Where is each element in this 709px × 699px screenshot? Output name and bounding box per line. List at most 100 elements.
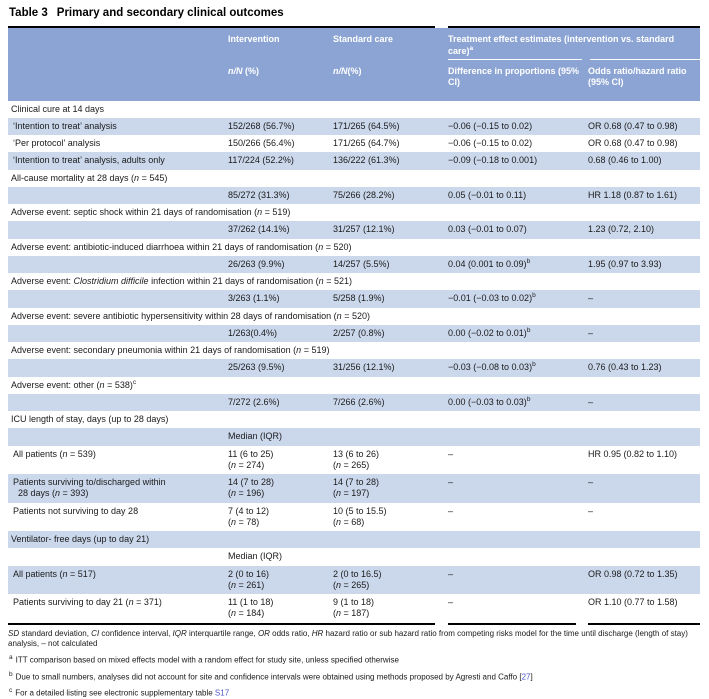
cell-standard-care: 75/266 (28.2%) [333, 186, 448, 204]
header-row-groups: Intervention Standard care Treatment eff… [8, 28, 700, 60]
cell-odds-ratio: – [588, 474, 700, 503]
cell-intervention: 2 (0 to 16) (n = 261) [228, 565, 333, 594]
cell-intervention: 11 (1 to 18) (n = 184) [228, 597, 274, 619]
cell-odds-ratio: – [588, 505, 594, 516]
cell-difference: 0.05 (−0.01 to 0.11) [448, 186, 588, 204]
cell-difference: −0.01 (−0.03 to 0.02)b [448, 290, 588, 308]
table-row: Patients surviving to/discharged within … [8, 474, 700, 503]
row-label: ‘Intention to treat’ analysis, adults on… [8, 152, 228, 170]
section-label: Adverse event: other (n = 538)c [11, 378, 137, 390]
cell-standard-care: 14/257 (5.5%) [333, 255, 448, 273]
cell-intervention: 7/272 (2.6%) [228, 393, 333, 411]
row-label: Patients surviving to/discharged within … [8, 474, 228, 503]
section-label: Ventilator- free days (up to day 21) [8, 531, 700, 549]
table-row: 1/263(0.4%) 2/257 (0.8%) 0.00 (−0.02 to 0.… [8, 324, 700, 342]
table-caption: Primary and secondary clinical outcomes [56, 7, 284, 19]
table-row: 37/262 (14.1%) 31/257 (12.1%) 0.03 (−0.01 … [8, 221, 700, 239]
table-top-rule [8, 26, 700, 28]
table-row: Patients surviving to day 21 (n = 371) 11… [8, 594, 700, 623]
cell-intervention: 37/262 (14.1%) [228, 221, 333, 239]
cell-intervention: Median (IQR) [228, 551, 283, 562]
cell-odds-ratio [588, 428, 700, 446]
cell-difference: – [448, 505, 454, 516]
table-row: ‘Intention to treat’ analysis 152/268 (56… [8, 117, 700, 135]
table-number: Table 3 [9, 7, 48, 19]
cell-standard-care: 9 (1 to 18) (n = 187) [333, 597, 375, 619]
row-label: All patients (n = 517) [8, 565, 228, 594]
section-label: ICU length of stay, days (up to 28 days) [11, 414, 169, 424]
cell-standard-care: 13 (6 to 26) (n = 265) [333, 448, 380, 470]
table-body: Clinical cure at 14 days ‘Intention to tr… [8, 101, 700, 623]
cell-odds-ratio: OR 0.68 (0.47 to 0.98) [588, 117, 700, 135]
section-row: All-cause mortality at 28 days (n = 545) [8, 170, 700, 187]
section-row: Adverse event: Clostridium difficile inf… [8, 273, 700, 290]
footnote-c: c For a detailed listing see electronic s… [9, 687, 230, 699]
row-label [8, 359, 228, 377]
cell-standard-care: 171/265 (64.5%) [333, 117, 448, 135]
section-label: Adverse event: antibiotic-induced diarrh… [11, 241, 352, 252]
row-label [8, 428, 228, 446]
cell-intervention: 26/263 (9.9%) [228, 255, 333, 273]
section-label: Clinical cure at 14 days [11, 103, 105, 114]
cell-standard-care: 7/266 (2.6%) [333, 393, 448, 411]
cell-standard-care: 10 (5 to 15.5) (n = 68) [333, 505, 387, 527]
section-row: Adverse event: severe antibiotic hyperse… [8, 308, 700, 325]
cell-standard-care: 171/265 (64.7%) [333, 138, 400, 148]
row-label [8, 324, 228, 342]
row-label [8, 186, 228, 204]
cell-intervention: 3/263 (1.1%) [228, 290, 333, 308]
cell-intervention: 1/263(0.4%) [228, 324, 333, 342]
table-header: Intervention Standard care Treatment eff… [8, 28, 700, 101]
subheader-odds-ratio: Odds ratio/hazard ratio (95% CI) [588, 60, 700, 101]
cell-difference [448, 428, 588, 446]
footnote-abbreviations: SD standard deviation, CI confidence int… [8, 629, 688, 649]
cell-standard-care: 31/257 (12.1%) [333, 221, 448, 239]
row-label [8, 255, 228, 273]
row-label [8, 290, 228, 308]
table-footnotes: SD standard deviation, CI confidence int… [8, 629, 700, 699]
cell-difference: 0.04 (0.001 to 0.09)b [448, 255, 588, 273]
cell-odds-ratio: – [588, 324, 700, 342]
footnote-marker: a [9, 654, 13, 662]
cell-intervention: 25/263 (9.5%) [228, 359, 333, 377]
cell-difference: −0.09 (−0.18 to 0.001) [448, 152, 588, 170]
cell-difference: – [448, 448, 454, 459]
cell-intervention: 11 (6 to 25) (n = 274) [228, 448, 274, 470]
table-row: 25/263 (9.5%) 31/256 (12.1%) −0.03 (−0.08 … [8, 359, 700, 377]
cell-standard-care: 5/258 (1.9%) [333, 290, 448, 308]
cell-difference [448, 548, 588, 565]
cell-odds-ratio: – [588, 393, 700, 411]
clinical-outcomes-table: Intervention Standard care Treatment eff… [8, 28, 700, 623]
subheader-empty [8, 60, 228, 101]
cell-difference: 0.00 (−0.03 to 0.03)b [448, 393, 588, 411]
table-title: Table 3 Primary and secondary clinical ou… [9, 7, 700, 19]
row-label: All patients (n = 539) [13, 448, 96, 459]
reference-link[interactable]: S17 [214, 689, 230, 699]
table-row: ‘Per protocol’ analysis 150/266 (56.4%) 17… [8, 135, 700, 152]
cell-intervention: 152/268 (56.7%) [228, 117, 333, 135]
cell-standard-care: 2 (0 to 16.5) (n = 265) [333, 565, 448, 594]
cell-odds-ratio: 0.76 (0.43 to 1.23) [588, 359, 700, 377]
table-row: Median (IQR) [8, 428, 700, 446]
subheader-difference: Difference in proportions (95% CI) [448, 60, 588, 101]
cell-standard-care: 31/256 (12.1%) [333, 359, 448, 377]
footnote-marker: b [9, 670, 13, 678]
table-bottom-rule [8, 622, 700, 625]
column-header-intervention: Intervention [228, 28, 333, 60]
row-label: ‘Per protocol’ analysis [13, 138, 101, 148]
cell-intervention: 7 (4 to 12) (n = 78) [228, 505, 270, 527]
section-row: Adverse event: other (n = 538)c [8, 377, 700, 394]
table-row: 7/272 (2.6%) 7/266 (2.6%) 0.00 (−0.03 to 0… [8, 393, 700, 411]
cell-odds-ratio: OR 0.98 (0.72 to 1.35) [588, 565, 700, 594]
section-label: All-cause mortality at 28 days (n = 545) [11, 172, 168, 183]
column-header-empty [8, 28, 228, 60]
cell-intervention: 117/224 (52.2%) [228, 152, 333, 170]
column-header-standard-care: Standard care [333, 28, 448, 60]
cell-intervention: Median (IQR) [228, 428, 333, 446]
reference-link[interactable]: 27 [521, 672, 531, 682]
section-label: Adverse event: severe antibiotic hyperse… [11, 310, 370, 321]
row-label: Patients surviving to day 21 (n = 371) [13, 597, 162, 607]
table-row: All patients (n = 539) 11 (6 to 25) (n = 2… [8, 446, 700, 475]
section-row: Adverse event: antibiotic-induced diarrh… [8, 239, 700, 256]
